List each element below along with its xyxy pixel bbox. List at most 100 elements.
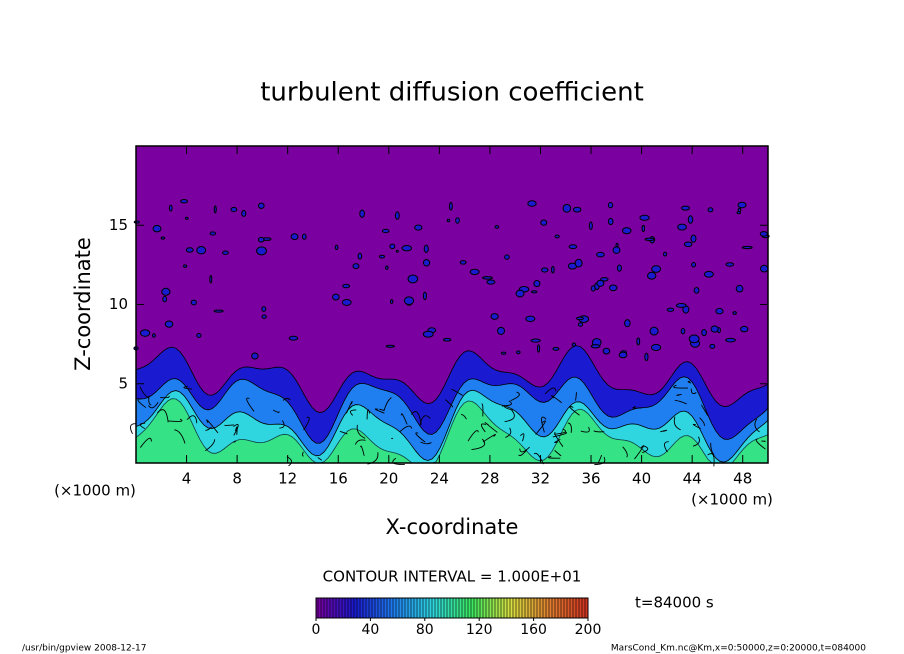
field-blob [650,343,662,352]
field-blob [732,311,737,315]
x-tick-label: 28 [480,470,499,488]
field-contour [366,409,371,420]
field-blob [152,224,162,233]
field-contour [700,404,709,416]
field-blob [577,322,584,327]
y-tick-label: 10 [109,295,128,313]
field-contour [580,426,590,433]
field-blob [709,343,716,349]
x-tick-label: 48 [733,470,752,488]
field-blob [554,234,560,239]
chart-title: turbulent diffusion coefficient [260,78,644,108]
field-contour [137,398,147,408]
x-tick-label: 24 [430,470,449,488]
field-blob [647,271,657,280]
x-tick-label: 32 [531,470,550,488]
x-axis-label: X-coordinate [386,515,519,539]
field-blob [515,289,525,298]
field-blob [459,260,467,265]
field-blob [500,351,507,355]
field-blob [183,264,188,268]
field-blob [735,284,744,293]
field-blob [607,217,614,226]
field-blob [180,199,189,204]
field-blob [516,350,521,355]
field-contour [541,416,547,433]
field-blob [423,244,429,253]
y-unit-label: (×1000 m) [54,482,136,500]
field-contour [205,426,212,431]
field-blob [680,205,691,211]
field-blob [736,210,741,215]
field-blob [690,234,697,243]
field-blob [607,202,614,209]
field-blob [541,267,549,273]
field-layer [135,398,769,464]
field-blob [160,236,166,240]
field-blob [616,264,622,272]
field-blob [184,216,189,220]
field-blob [401,245,413,252]
field-contour [664,441,669,453]
field-contour [415,432,426,443]
field-contour [148,395,152,406]
field-blob [536,344,541,353]
field-blob [357,252,363,260]
field-blob [301,233,307,240]
field-blob [334,244,339,250]
field-blob [618,351,628,359]
field-contour [634,445,644,460]
field-contour [279,420,285,429]
field-blob [481,276,493,280]
field-blob [504,254,510,260]
field-blob [737,201,747,209]
field-blob [527,200,537,207]
field-contour [754,418,760,433]
field-contour [535,420,546,435]
field-contour [674,399,687,405]
footer-left: /usr/bin/gpview 2008-12-17 [22,644,146,654]
field-contour [339,430,348,435]
x-tick-label: 4 [182,470,192,488]
field-blob [342,283,351,289]
field-blob [389,243,396,250]
field-contour [692,423,701,429]
field-blob [168,204,173,212]
field-blob [530,338,541,343]
field-blob [608,284,618,292]
field-blob [494,224,500,229]
field-contour [206,419,219,434]
field-contour [205,439,216,452]
field-blob [644,237,655,241]
field-contour [569,405,580,416]
field-contour [399,425,413,432]
field-blob [497,326,506,335]
field-blob [257,236,265,243]
colorbar-tick-label: 80 [416,622,434,638]
field-contour [379,408,385,411]
field-blob [407,274,419,284]
field-blob [213,205,217,214]
field-blob [680,327,686,335]
field-blob [688,334,700,344]
field-blob [530,290,538,294]
field-blob [590,285,596,292]
field-blob [381,228,390,234]
field-contour [186,415,198,424]
field-blob [385,265,389,270]
field-blob [590,344,601,349]
x-tick-label: 8 [232,470,242,488]
field-contour [632,406,642,409]
field-blob [725,262,735,267]
field-contour [673,384,688,389]
field-blob [596,251,605,258]
field-blob [552,346,560,351]
field-blob [666,307,675,312]
field-contour [130,423,137,435]
field-blob [290,233,299,241]
field-contour [690,388,697,394]
field-blob [622,227,632,235]
field-blob [649,326,659,336]
field-contour [356,424,366,439]
field-contour [642,445,649,454]
